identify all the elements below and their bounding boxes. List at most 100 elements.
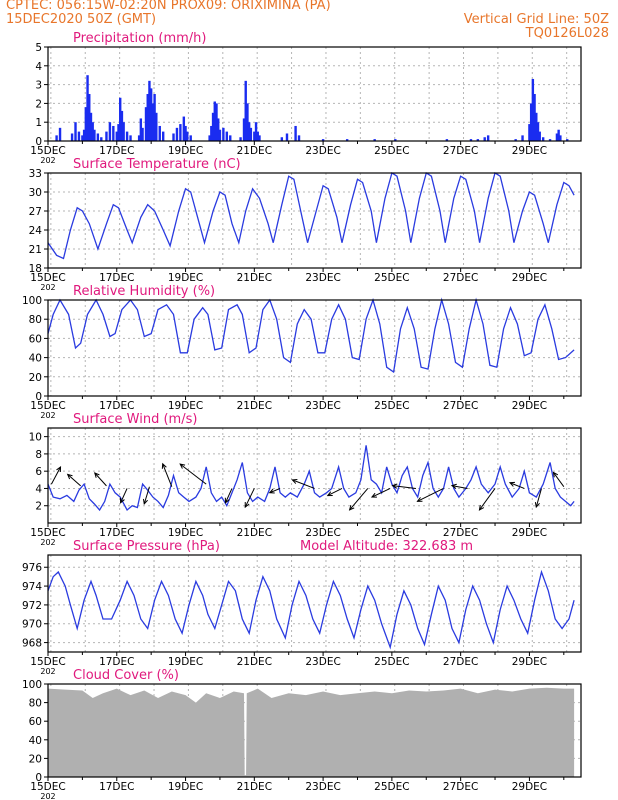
wind-arrow [392, 485, 417, 489]
wind-arrow [269, 487, 281, 494]
precip-bar [148, 80, 151, 141]
precip-bar [186, 131, 189, 141]
wind-ytick-label: 10 [29, 432, 42, 444]
precip-bar [179, 124, 182, 141]
temp-xtick-label: 19DEC [168, 272, 203, 284]
precip-ytick-label: 0 [35, 136, 42, 148]
precip-title: Precipitation (mm/h) [73, 31, 206, 46]
rh-ytick-label: 60 [29, 333, 42, 345]
wind-ytick-label: 6 [35, 466, 42, 478]
precip-bar [155, 112, 158, 141]
wind-arrow [120, 488, 128, 503]
precip-bar [247, 122, 251, 141]
cloud-ytick-label: 60 [29, 716, 42, 728]
wind-xtick-label: 23DEC [305, 527, 340, 539]
wind-arrow [179, 463, 207, 485]
temp-ytick-label: 18 [29, 263, 42, 275]
precip-bar [321, 139, 325, 141]
wind-arrow [67, 474, 81, 487]
wind-arrow-head [161, 462, 167, 469]
wind-arrow [244, 488, 255, 508]
precip-bar [81, 135, 84, 141]
rh-ytick-label: 40 [29, 353, 42, 365]
precip-bar [158, 125, 161, 141]
precip-ytick-label: 2 [35, 98, 42, 110]
precip-bar [211, 112, 215, 141]
precip-ytick-label: 4 [35, 61, 42, 73]
temp-xtick-label: 17DEC [99, 272, 134, 284]
temp-xtick-label: 29DEC [512, 272, 547, 284]
precip-bar [559, 135, 562, 141]
wind-xtick-label: 29DEC [512, 527, 547, 539]
cloud-ytick-label: 100 [22, 679, 42, 691]
precip-bar [82, 129, 86, 141]
precip-bar [77, 131, 81, 141]
wind-arrow-head [552, 471, 559, 478]
pressure-xtick-label: 17DEC [99, 656, 134, 668]
precip-bar [555, 133, 559, 141]
precip-bar [129, 135, 132, 141]
cloud-area [48, 687, 575, 777]
pressure-xtick-label: 25DEC [374, 656, 409, 668]
wind-arrow [535, 488, 542, 508]
precip-bar [239, 137, 242, 141]
precip-bar [208, 135, 211, 141]
precip-bar [258, 135, 261, 141]
precip-bar [144, 107, 148, 141]
pressure-annotation: Model Altitude: 322.683 m [300, 539, 473, 554]
precip-bar [74, 122, 77, 141]
wind-xtick-label: 25DEC [374, 527, 409, 539]
wind-series-line [47, 445, 575, 512]
precip-bar [119, 97, 122, 141]
wind-xtick-label: 21DEC [237, 527, 272, 539]
precip-bar [345, 139, 349, 141]
precip-bar [244, 80, 247, 141]
cloud-xtick-label: 27DEC [443, 781, 478, 793]
pressure-series-line [47, 569, 575, 650]
precip-bar [125, 131, 129, 141]
precip-bar [535, 112, 538, 141]
precip-bar [285, 133, 289, 141]
precip-bar [469, 139, 473, 141]
precip-bar [89, 112, 93, 141]
precip-bar [514, 139, 517, 141]
precip-bar [86, 75, 89, 141]
rh-xtick-label: 27DEC [443, 400, 478, 412]
precip-bar [533, 94, 536, 141]
precip-bar [88, 94, 91, 141]
precip-bar [189, 135, 192, 141]
precip-bar [137, 135, 141, 141]
temp-year-label: 202 [40, 283, 55, 292]
cloud-xtick-label: 25DEC [374, 781, 409, 793]
temp-ytick-label: 24 [29, 225, 43, 237]
precip-bar [115, 131, 118, 141]
pressure-xtick-label: 27DEC [443, 656, 478, 668]
precip-bar [256, 131, 259, 141]
temp-frame [47, 172, 582, 269]
pressure-title: Surface Pressure (hPa) [73, 539, 220, 554]
wind-arrow-head [370, 492, 377, 498]
precip-bar [253, 131, 256, 141]
wind-arrow-head [326, 491, 333, 497]
precip-bar [445, 139, 449, 141]
wind-arrow-head [508, 481, 515, 487]
precip-bar [531, 78, 535, 141]
temp-ytick-label: 30 [29, 187, 42, 199]
cloud-xtick-label: 21DEC [237, 781, 272, 793]
rh-title: Relative Humidity (%) [73, 284, 215, 299]
rh-year-label: 202 [40, 411, 55, 420]
wind-arrow-head [93, 472, 100, 478]
cloud-ytick-label: 80 [29, 698, 42, 710]
rh-ytick-label: 0 [35, 391, 42, 403]
precip-bar [373, 139, 376, 141]
pressure-xtick-label: 15DEC [30, 656, 65, 668]
precip-bar [548, 139, 552, 141]
rh-series-line [47, 297, 575, 374]
rh-ytick-label: 20 [29, 372, 42, 384]
precip-xtick-label: 17DEC [99, 145, 134, 157]
wind-arrow [143, 486, 150, 505]
precip-bar [55, 135, 58, 141]
temp-title: Surface Temperature (nC) [73, 157, 241, 172]
rh-ytick-label: 100 [22, 295, 42, 307]
